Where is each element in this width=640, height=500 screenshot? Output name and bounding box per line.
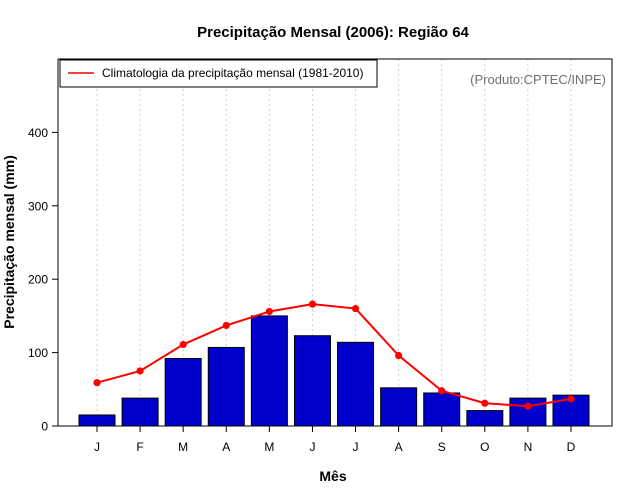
bar-a-4 (207, 346, 245, 427)
x-tick-label: S (438, 440, 446, 454)
climatology-point (222, 321, 230, 330)
climatology-point (481, 399, 489, 407)
climatology-point (395, 351, 403, 360)
climatology-line (96, 303, 572, 408)
bar-m-5 (250, 315, 288, 427)
x-tick-label: A (395, 440, 403, 454)
credit-text: (Produto:CPTEC/INPE) (470, 72, 606, 87)
bar-n-11 (509, 397, 547, 427)
bar-m-3 (164, 357, 202, 427)
bar-j-1 (78, 414, 116, 427)
bar-a-8 (380, 387, 418, 427)
climatology-point (265, 307, 273, 316)
x-tick-label: N (524, 440, 533, 454)
legend-box (59, 59, 378, 88)
climatology-point (524, 402, 532, 410)
x-tick-label: O (480, 440, 489, 454)
y-axis-title: Precipitação mensal (mm) (1, 155, 17, 329)
x-axis-title: Mês (319, 468, 346, 484)
climatology-point (93, 379, 101, 387)
x-tick-label: J (309, 440, 315, 454)
x-tick-label: D (567, 440, 576, 454)
climatology-point (136, 367, 144, 375)
bar-j-6 (293, 335, 331, 427)
legend: Climatologia da precipitação mensal (198… (59, 59, 378, 88)
climatology-point (351, 304, 360, 313)
bar-series (78, 315, 590, 427)
climatology-point (567, 395, 575, 403)
x-tick-label: J (353, 440, 359, 454)
bar-j-7 (337, 341, 375, 427)
x-tick-label: J (94, 440, 100, 454)
y-axis: 0 100 200 300 400 (28, 126, 59, 434)
legend-label: Climatologia da precipitação mensal (198… (102, 66, 363, 80)
x-tick-label: A (222, 440, 230, 454)
bar-s-9 (423, 392, 461, 427)
climatology-line-series (93, 300, 575, 410)
x-tick-label: F (136, 440, 143, 454)
y-tick-label: 400 (28, 126, 48, 140)
x-tick-label: M (178, 440, 188, 454)
x-tick-label: M (264, 440, 274, 454)
bar-o-10 (466, 410, 504, 427)
climatology-point (438, 387, 446, 395)
y-tick-label: 0 (41, 420, 48, 434)
bar-f-2 (121, 397, 159, 427)
climatology-point (179, 340, 187, 349)
chart-title: Precipitação Mensal (2006): Região 64 (197, 24, 469, 41)
y-tick-label: 200 (28, 273, 48, 287)
y-tick-label: 100 (28, 346, 48, 360)
y-tick-label: 300 (28, 199, 48, 213)
climatology-point (308, 300, 317, 308)
